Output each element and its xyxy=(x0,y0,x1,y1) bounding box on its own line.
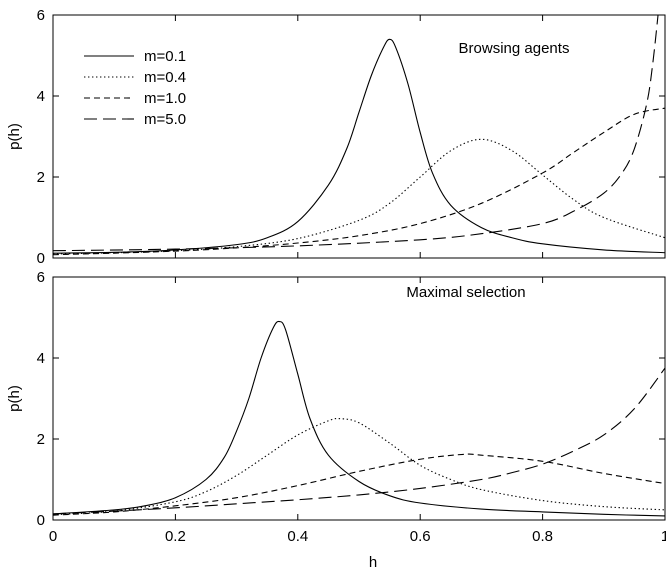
series-line-m=0.1 xyxy=(53,38,665,254)
y-tick-label: 6 xyxy=(37,7,45,24)
x-tick-label: 0.6 xyxy=(410,528,431,545)
panel-annotation: Browsing agents xyxy=(459,40,570,57)
y-tick-label: 6 xyxy=(37,269,45,286)
legend-label: m=5.0 xyxy=(144,111,186,128)
legend-label: m=0.1 xyxy=(144,48,186,65)
x-tick-label: 0 xyxy=(49,528,57,545)
series-line-m=1.0 xyxy=(53,107,665,256)
series-line-m=0.4 xyxy=(53,417,665,516)
panel-annotation: Maximal selection xyxy=(406,284,525,301)
series-line-m=0.1 xyxy=(53,320,665,517)
plot-frame xyxy=(52,14,666,259)
legend-label: m=1.0 xyxy=(144,90,186,107)
y-tick-label: 4 xyxy=(37,88,45,105)
y-axis-label: p(h) xyxy=(6,123,23,150)
y-tick-label: 2 xyxy=(37,169,45,186)
y-tick-label: 0 xyxy=(37,250,45,267)
x-tick-label: 0.8 xyxy=(532,528,553,545)
y-tick-label: 2 xyxy=(37,431,45,448)
y-tick-label: 0 xyxy=(37,512,45,529)
panel-maximal-selection: 0 2 4 6 0 0.2 0.4 0.6 0.8 1 p(h) Maximal selection xyxy=(6,269,666,545)
series-line-m=5.0 xyxy=(53,15,659,252)
x-tick-label: 0.4 xyxy=(287,528,308,545)
x-axis-label: h xyxy=(369,554,377,571)
series-line-m=0.4 xyxy=(53,138,665,255)
x-tick-label: 0.2 xyxy=(165,528,186,545)
y-axis-label: p(h) xyxy=(6,385,23,412)
x-tick-label: 1 xyxy=(661,528,666,545)
y-tick-label: 4 xyxy=(37,350,45,367)
legend: m=0.1 m=0.4 m=1.0 m=5.0 xyxy=(84,48,186,128)
series-line-m=5.0 xyxy=(53,367,665,515)
plot-frame xyxy=(52,276,666,521)
legend-label: m=0.4 xyxy=(144,69,186,86)
